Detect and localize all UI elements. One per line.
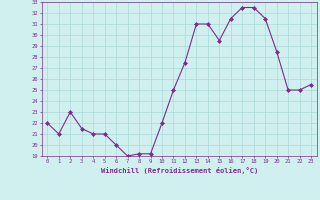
X-axis label: Windchill (Refroidissement éolien,°C): Windchill (Refroidissement éolien,°C) <box>100 167 258 174</box>
